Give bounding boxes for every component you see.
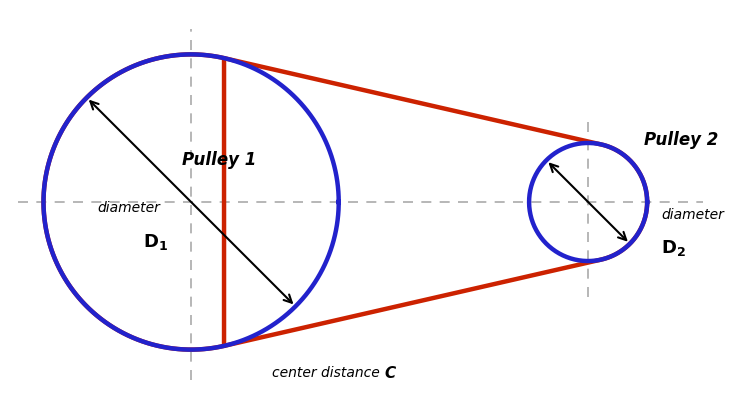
Text: $\bf{D_2}$: $\bf{D_2}$: [661, 237, 687, 257]
Text: C: C: [384, 364, 396, 379]
Text: Pulley 1: Pulley 1: [183, 151, 256, 169]
Text: diameter: diameter: [661, 208, 724, 222]
Text: Pulley 2: Pulley 2: [644, 130, 718, 149]
Text: center distance: center distance: [273, 365, 384, 379]
Text: $\bf{D_1}$: $\bf{D_1}$: [143, 231, 168, 251]
Text: diameter: diameter: [98, 200, 160, 215]
